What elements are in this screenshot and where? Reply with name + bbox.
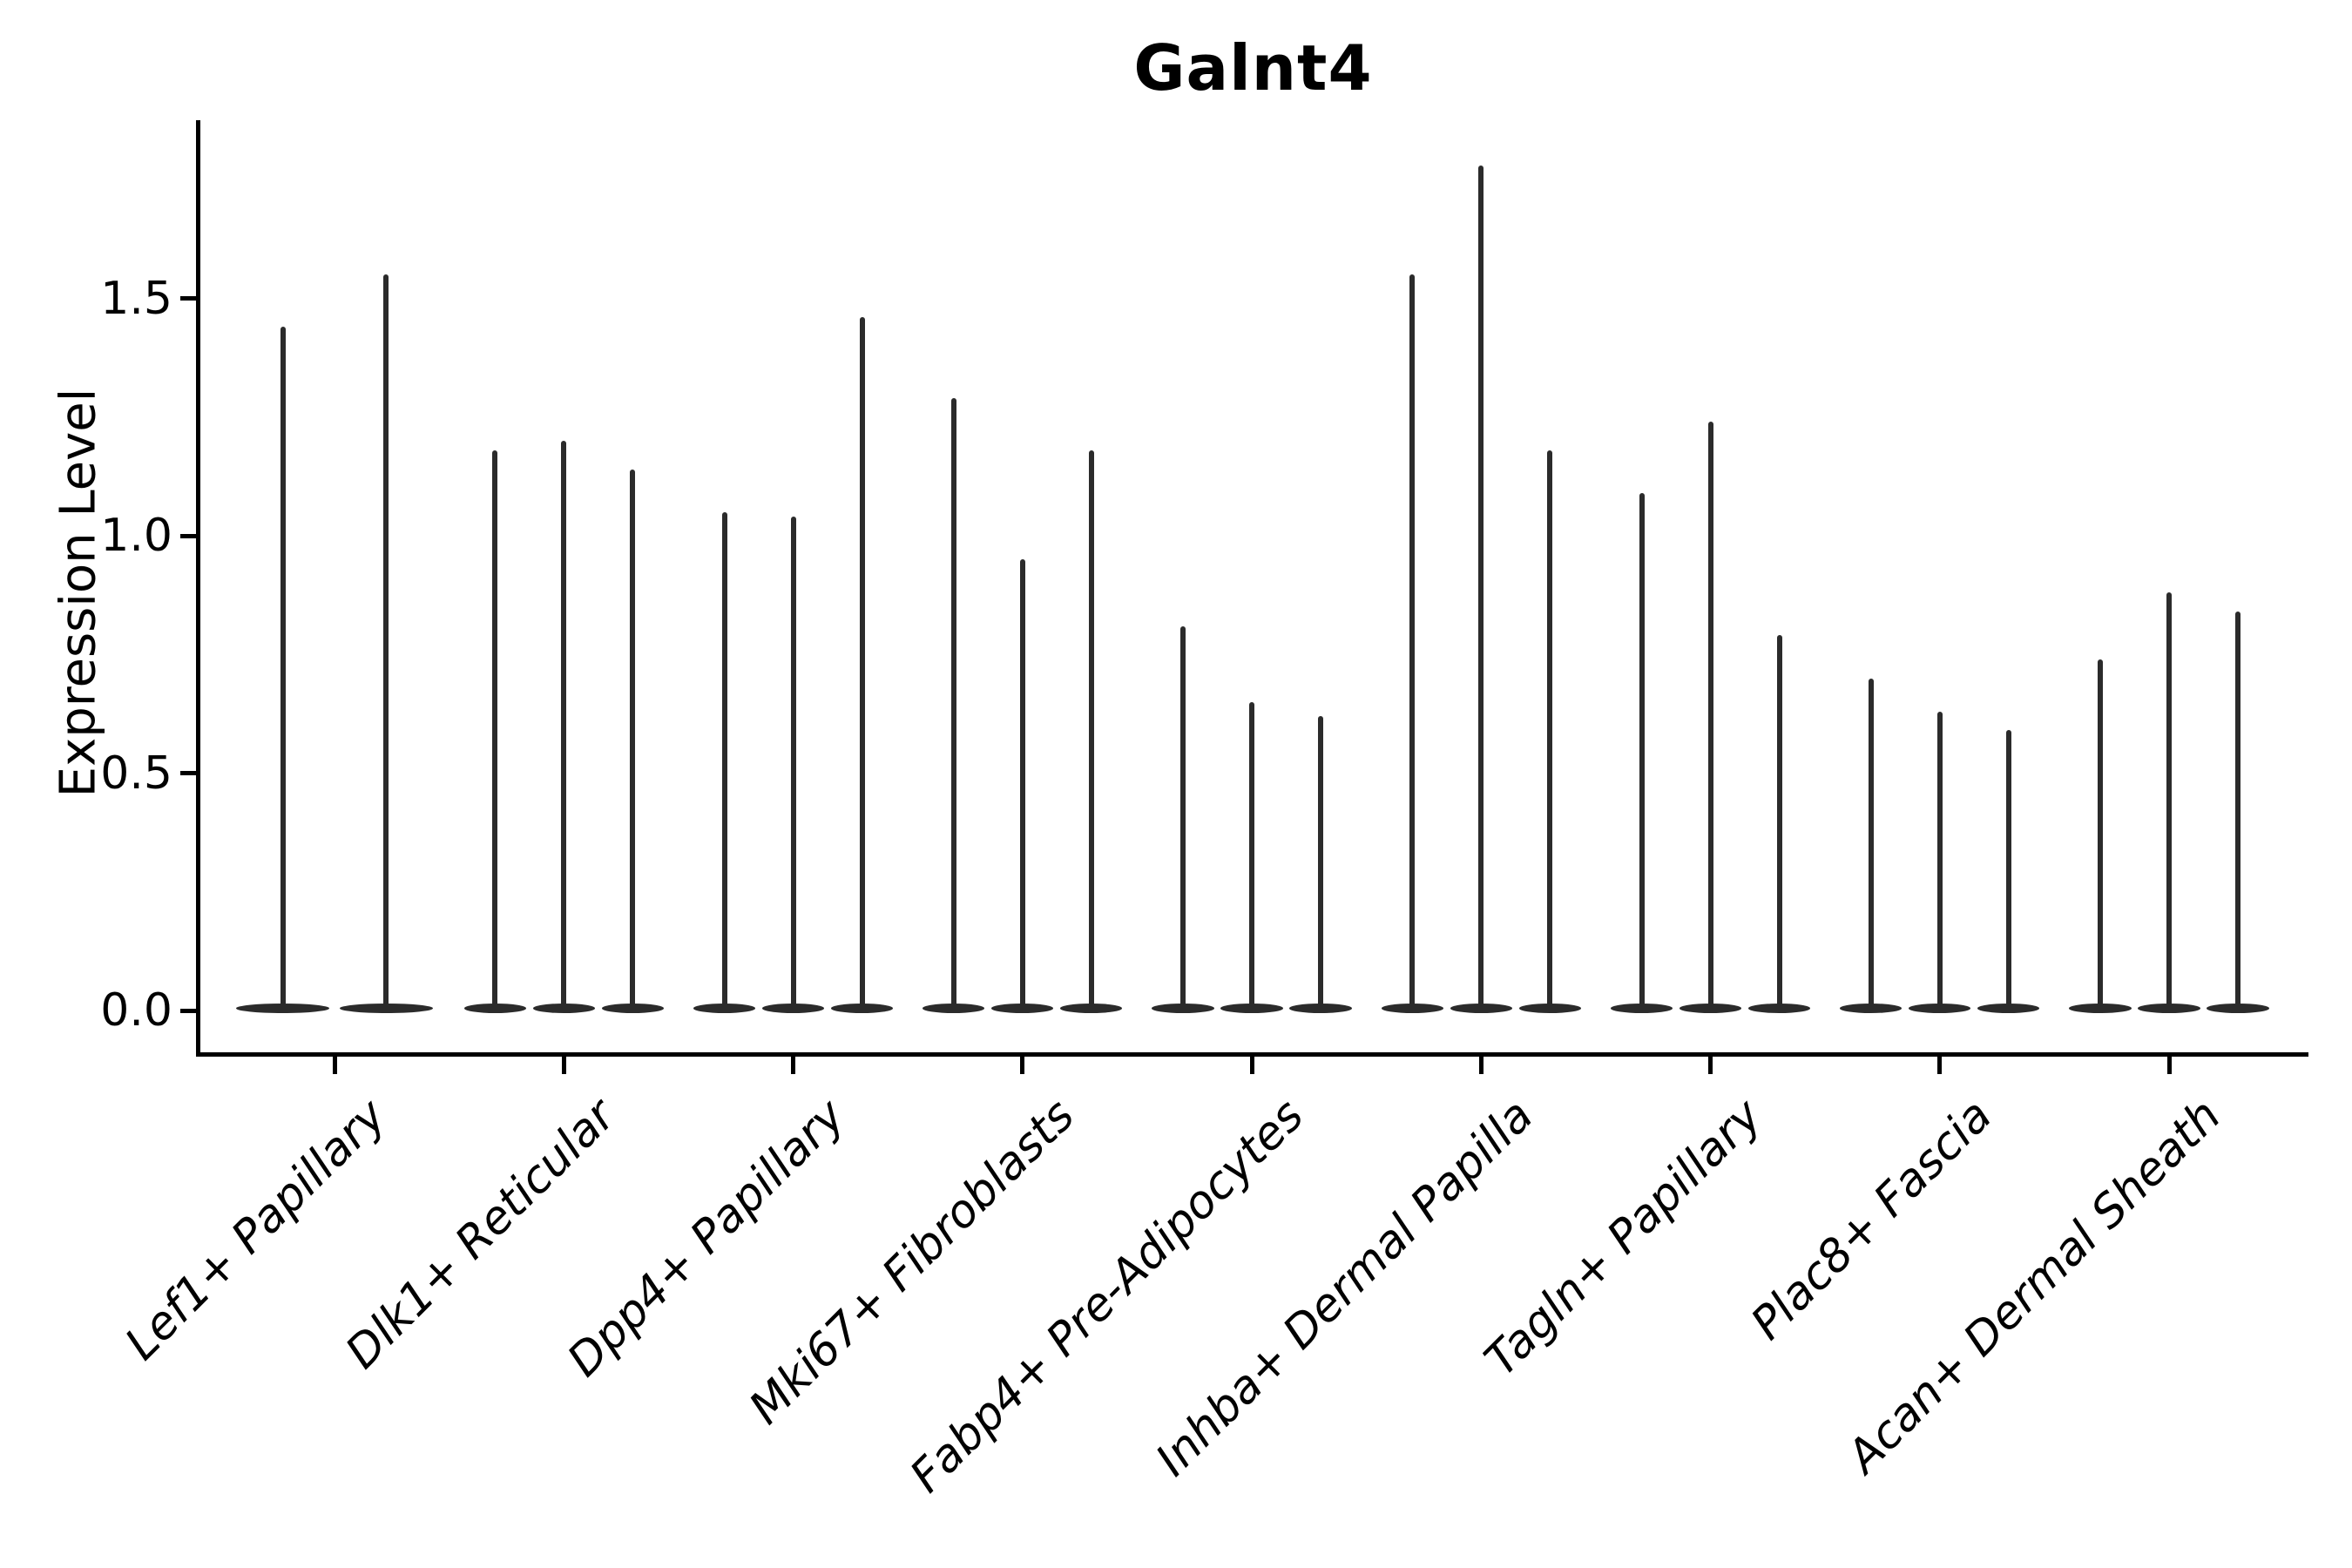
violin-spike (1409, 274, 1416, 1008)
violin-spike (1776, 635, 1782, 1008)
violin-spike (790, 517, 796, 1008)
violin-spike (950, 397, 956, 1008)
y-tick-mark (180, 533, 196, 538)
violin-body (1518, 1004, 1581, 1013)
x-tick-label: Inhba+ Dermal Papilla (1146, 1089, 1544, 1487)
violin-spike (1707, 422, 1713, 1008)
violin-spike (383, 274, 389, 1008)
x-tick-mark (2166, 1057, 2172, 1074)
x-axis-spine (196, 1052, 2308, 1057)
violin-spike (721, 511, 727, 1008)
x-tick-label: Acan+ Dermal Sheath (1837, 1089, 2232, 1484)
y-axis-label: Expression Level (50, 388, 107, 798)
x-tick-mark (332, 1057, 337, 1074)
x-tick-label: Plac8+ Fascia (1740, 1089, 2002, 1350)
violin-spike (2005, 730, 2011, 1008)
violin-body (761, 1004, 825, 1013)
violin-body (339, 1004, 433, 1013)
violin-body (2069, 1004, 2132, 1013)
violin-body (2138, 1004, 2200, 1013)
violin-spike (859, 317, 865, 1008)
y-tick-label: 1.0 (100, 510, 172, 562)
y-tick-label: 1.5 (100, 272, 172, 325)
violin-spike (1019, 559, 1025, 1008)
violin-body (532, 1004, 595, 1013)
violin-spike (492, 449, 498, 1008)
x-tick-label: Fabp4+ Pre-Adipocytes (900, 1089, 1315, 1504)
violin-spike (1088, 449, 1094, 1008)
violin-spike (2235, 612, 2240, 1008)
violin-body (1381, 1004, 1443, 1013)
violin-body (1060, 1004, 1123, 1013)
violin-body (923, 1004, 985, 1013)
violin-body (1289, 1004, 1352, 1013)
violin-body (236, 1004, 330, 1013)
violin-body (991, 1004, 1054, 1013)
violin-body (830, 1004, 894, 1013)
violin-spike (2166, 592, 2172, 1008)
violin-spike (630, 469, 636, 1008)
violin-body (2207, 1004, 2269, 1013)
x-tick-mark (1937, 1057, 1943, 1074)
y-axis-spine (196, 120, 200, 1057)
y-tick-label: 0.5 (100, 747, 172, 800)
y-tick-mark (180, 771, 196, 775)
violin-spike (1478, 165, 1484, 1008)
violin-spike (1936, 711, 1943, 1008)
y-tick-mark (180, 1008, 196, 1013)
x-tick-mark (1249, 1057, 1254, 1074)
chart-title: Galnt4 (1133, 31, 1373, 105)
violin-spike (1318, 716, 1323, 1008)
x-tick-mark (1478, 1057, 1484, 1074)
violin-body (601, 1004, 664, 1013)
x-tick-mark (561, 1057, 566, 1074)
violin-body (1977, 1004, 2040, 1013)
violin-spike (561, 441, 567, 1008)
violin-body (1152, 1004, 1214, 1013)
violin-spike (2098, 659, 2103, 1008)
violin-body (1220, 1004, 1283, 1013)
violin-body (1679, 1004, 1742, 1013)
violin-spike (1868, 678, 1874, 1008)
x-tick-mark (791, 1057, 795, 1074)
violin-body (1450, 1004, 1512, 1013)
violin-spike (1639, 492, 1645, 1008)
y-tick-label: 0.0 (100, 984, 172, 1037)
violin-body (693, 1004, 756, 1013)
violin-body (463, 1004, 526, 1013)
violin-body (1610, 1004, 1673, 1013)
x-tick-mark (1708, 1057, 1713, 1074)
violin-spike (1180, 625, 1186, 1008)
violin-spike (1249, 701, 1254, 1008)
violin-spike (1547, 449, 1553, 1008)
x-tick-mark (1020, 1057, 1025, 1074)
violin-spike (280, 327, 286, 1008)
violin-body (1840, 1004, 1903, 1013)
violin-body (1747, 1004, 1811, 1013)
violin-body (1909, 1004, 1971, 1013)
y-tick-mark (180, 296, 196, 301)
